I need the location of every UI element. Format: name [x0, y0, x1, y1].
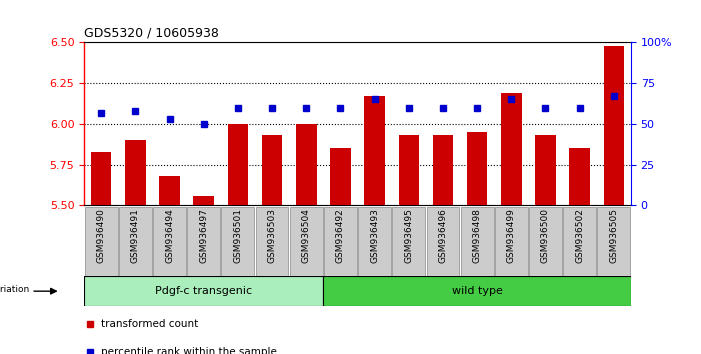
Bar — [159, 176, 179, 205]
Text: GSM936503: GSM936503 — [268, 208, 277, 263]
FancyBboxPatch shape — [495, 207, 528, 276]
FancyBboxPatch shape — [393, 207, 426, 276]
FancyBboxPatch shape — [84, 276, 631, 306]
Text: GSM936496: GSM936496 — [438, 208, 447, 263]
FancyBboxPatch shape — [256, 207, 289, 276]
Bar — [228, 124, 248, 205]
FancyBboxPatch shape — [187, 207, 220, 276]
Bar — [501, 93, 522, 205]
Text: Pdgf-c transgenic: Pdgf-c transgenic — [155, 286, 252, 296]
FancyBboxPatch shape — [563, 207, 596, 276]
Bar — [536, 135, 556, 205]
Text: GSM936491: GSM936491 — [131, 208, 140, 263]
Bar — [261, 135, 283, 205]
FancyBboxPatch shape — [461, 207, 494, 276]
Text: transformed count: transformed count — [100, 319, 198, 329]
Text: GSM936504: GSM936504 — [301, 208, 311, 263]
Bar — [330, 148, 350, 205]
FancyBboxPatch shape — [84, 276, 323, 306]
FancyBboxPatch shape — [426, 207, 459, 276]
FancyBboxPatch shape — [119, 207, 152, 276]
FancyBboxPatch shape — [85, 207, 118, 276]
FancyBboxPatch shape — [597, 207, 630, 276]
Text: GSM936494: GSM936494 — [165, 208, 174, 263]
Text: GDS5320 / 10605938: GDS5320 / 10605938 — [84, 27, 219, 40]
Bar — [365, 96, 385, 205]
FancyBboxPatch shape — [222, 207, 254, 276]
Text: GSM936490: GSM936490 — [97, 208, 106, 263]
Text: GSM936495: GSM936495 — [404, 208, 414, 263]
Text: GSM936501: GSM936501 — [233, 208, 243, 263]
Bar — [604, 46, 624, 205]
Bar — [569, 148, 590, 205]
Bar — [91, 152, 111, 205]
Bar — [125, 140, 146, 205]
Text: percentile rank within the sample: percentile rank within the sample — [100, 347, 276, 354]
Text: GSM936505: GSM936505 — [609, 208, 618, 263]
Text: genotype/variation: genotype/variation — [0, 285, 29, 294]
FancyBboxPatch shape — [529, 207, 562, 276]
Bar — [296, 124, 317, 205]
Text: GSM936492: GSM936492 — [336, 208, 345, 263]
Bar — [193, 195, 214, 205]
Text: wild type: wild type — [451, 286, 503, 296]
Text: GSM936493: GSM936493 — [370, 208, 379, 263]
Text: GSM936502: GSM936502 — [575, 208, 584, 263]
FancyBboxPatch shape — [153, 207, 186, 276]
FancyBboxPatch shape — [323, 276, 631, 306]
Text: GSM936497: GSM936497 — [199, 208, 208, 263]
Bar — [433, 135, 453, 205]
Bar — [467, 132, 487, 205]
Text: GSM936499: GSM936499 — [507, 208, 516, 263]
FancyBboxPatch shape — [290, 207, 322, 276]
Text: GSM936500: GSM936500 — [541, 208, 550, 263]
Text: GSM936498: GSM936498 — [472, 208, 482, 263]
FancyBboxPatch shape — [324, 207, 357, 276]
Bar — [398, 135, 419, 205]
FancyBboxPatch shape — [358, 207, 391, 276]
